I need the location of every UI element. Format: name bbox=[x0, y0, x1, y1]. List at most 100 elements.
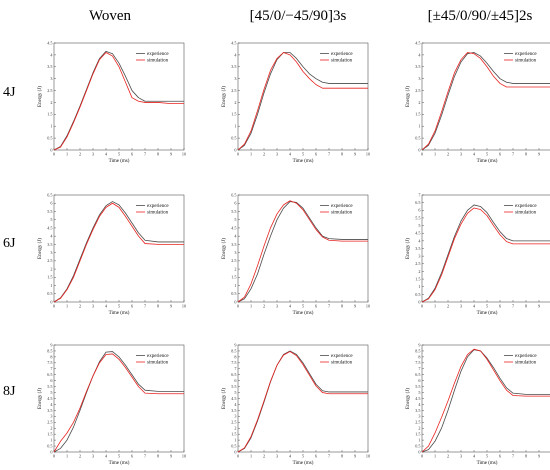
y-tick-label: 6.5 bbox=[415, 372, 420, 377]
y-axis-label: Energy (J) bbox=[406, 86, 411, 107]
y-tick-label: 2.5 bbox=[415, 88, 420, 93]
x-tick-label: 10 bbox=[182, 152, 186, 157]
x-axis-label: Time (ms) bbox=[109, 159, 130, 164]
y-tick-label: 5.5 bbox=[415, 384, 420, 389]
y-tick-label: 2 bbox=[418, 426, 420, 431]
y-tick-label: 0 bbox=[234, 147, 236, 152]
x-tick-label: 5 bbox=[486, 152, 488, 157]
y-tick-label: 3.5 bbox=[231, 408, 236, 413]
legend-label-simulation: simulation bbox=[515, 361, 537, 366]
row-header-6j: 6J bbox=[3, 236, 16, 251]
y-tick-label: 6 bbox=[418, 378, 420, 383]
x-tick-label: 4 bbox=[289, 454, 292, 459]
x-tick-label: 4 bbox=[473, 304, 476, 309]
y-tick-label: 2 bbox=[50, 100, 52, 105]
y-axis-label: Energy (J) bbox=[38, 86, 43, 107]
series-line-experience bbox=[237, 201, 368, 303]
y-tick-label: 5.5 bbox=[231, 209, 236, 214]
y-tick-label: 6 bbox=[234, 201, 236, 206]
y-tick-label: 8 bbox=[418, 354, 420, 359]
series-line-simulation bbox=[421, 207, 550, 303]
x-tick-label: 9 bbox=[354, 304, 356, 309]
series-line-simulation bbox=[53, 202, 184, 303]
x-tick-label: 6 bbox=[315, 454, 317, 459]
x-tick-label: 7 bbox=[328, 454, 330, 459]
x-tick-label: 4 bbox=[105, 454, 108, 459]
x-tick-label: 1 bbox=[66, 304, 68, 309]
x-tick-label: 8 bbox=[341, 454, 343, 459]
y-tick-label: 6 bbox=[418, 208, 420, 213]
x-tick-label: 1 bbox=[434, 454, 436, 459]
y-tick-label: 6 bbox=[50, 201, 52, 206]
x-tick-label: 8 bbox=[157, 152, 159, 157]
x-tick-label: 6 bbox=[499, 454, 501, 459]
y-tick-label: 2.5 bbox=[231, 420, 236, 425]
y-tick-label: 4 bbox=[234, 234, 237, 239]
y-tick-label: 5 bbox=[418, 390, 420, 395]
x-tick-label: 10 bbox=[182, 304, 186, 309]
legend-label-simulation: simulation bbox=[515, 211, 537, 216]
x-tick-label: 9 bbox=[538, 304, 540, 309]
y-tick-label: 0 bbox=[418, 299, 420, 304]
legend-label-simulation: simulation bbox=[331, 211, 353, 216]
x-tick-label: 9 bbox=[538, 152, 540, 157]
x-tick-label: 7 bbox=[512, 152, 514, 157]
legend-label-simulation: simulation bbox=[147, 211, 169, 216]
x-tick-label: 2 bbox=[263, 454, 265, 459]
x-tick-label: 3 bbox=[276, 152, 278, 157]
x-tick-label: 2 bbox=[447, 304, 449, 309]
y-tick-label: 0.5 bbox=[415, 292, 420, 297]
y-tick-label: 2 bbox=[234, 426, 236, 431]
x-tick-label: 0 bbox=[53, 454, 55, 459]
x-tick-label: 6 bbox=[315, 152, 317, 157]
x-tick-label: 3 bbox=[92, 304, 94, 309]
x-tick-label: 5 bbox=[486, 454, 488, 459]
column-header-layup-2: [±45/0/90/±45]2s bbox=[428, 8, 533, 24]
y-tick-label: 4 bbox=[234, 402, 237, 407]
y-tick-label: 0 bbox=[50, 449, 52, 454]
y-tick-label: 0 bbox=[234, 449, 236, 454]
y-tick-label: 5 bbox=[234, 390, 236, 395]
x-tick-label: 4 bbox=[289, 152, 292, 157]
legend-box bbox=[133, 201, 183, 216]
series-line-simulation bbox=[421, 348, 550, 453]
x-tick-label: 7 bbox=[328, 152, 330, 157]
x-tick-label: 2 bbox=[447, 454, 449, 459]
x-tick-label: 7 bbox=[512, 454, 514, 459]
x-tick-label: 0 bbox=[421, 454, 423, 459]
x-axis-label: Time (ms) bbox=[109, 311, 130, 316]
x-axis-label: Time (ms) bbox=[477, 311, 498, 316]
y-tick-label: 2.5 bbox=[231, 258, 236, 263]
panel-8: 00.511.522.533.544.555.566.577.588.590 1 2… bbox=[406, 342, 550, 466]
panel-4: 0 0.5 1 1.5 2 2.5 3 3.5 4 4.5 5 5.5 6 6.5 0 1 2 3 4 5 6 7 8 9 10… bbox=[222, 192, 370, 316]
y-tick-label: 3 bbox=[234, 76, 236, 81]
series-line-simulation bbox=[237, 200, 368, 303]
y-tick-label: 6 bbox=[50, 378, 52, 383]
y-tick-label: 2 bbox=[50, 266, 52, 271]
y-tick-label: 1.5 bbox=[47, 275, 52, 280]
x-tick-label: 8 bbox=[525, 304, 527, 309]
y-tick-label: 1.5 bbox=[231, 275, 236, 280]
y-axis-label: Energy (J) bbox=[222, 238, 227, 259]
legend-label-experience: experience bbox=[331, 52, 353, 57]
x-tick-label: 0 bbox=[421, 152, 423, 157]
x-tick-label: 4 bbox=[105, 152, 108, 157]
x-tick-label: 2 bbox=[263, 304, 265, 309]
y-tick-label: 0.5 bbox=[231, 291, 236, 296]
y-tick-label: 3.5 bbox=[47, 64, 52, 69]
x-tick-label: 4 bbox=[473, 454, 476, 459]
row-header-8j: 8J bbox=[3, 384, 16, 399]
x-tick-label: 5 bbox=[118, 152, 120, 157]
y-tick-label: 7 bbox=[418, 192, 420, 197]
y-tick-label: 2.5 bbox=[415, 261, 420, 266]
y-tick-label: 1 bbox=[234, 438, 236, 443]
y-tick-label: 1 bbox=[50, 283, 52, 288]
x-tick-label: 1 bbox=[250, 454, 252, 459]
y-tick-label: 7 bbox=[50, 366, 52, 371]
panel-3: 0 0.5 1 1.5 2 2.5 3 3.5 4 4.5 5 5.5 6 6.5 0 1 2 3 4 5 6 7 8 9 10… bbox=[38, 192, 186, 316]
x-tick-label: 10 bbox=[366, 304, 370, 309]
x-tick-label: 5 bbox=[302, 304, 304, 309]
